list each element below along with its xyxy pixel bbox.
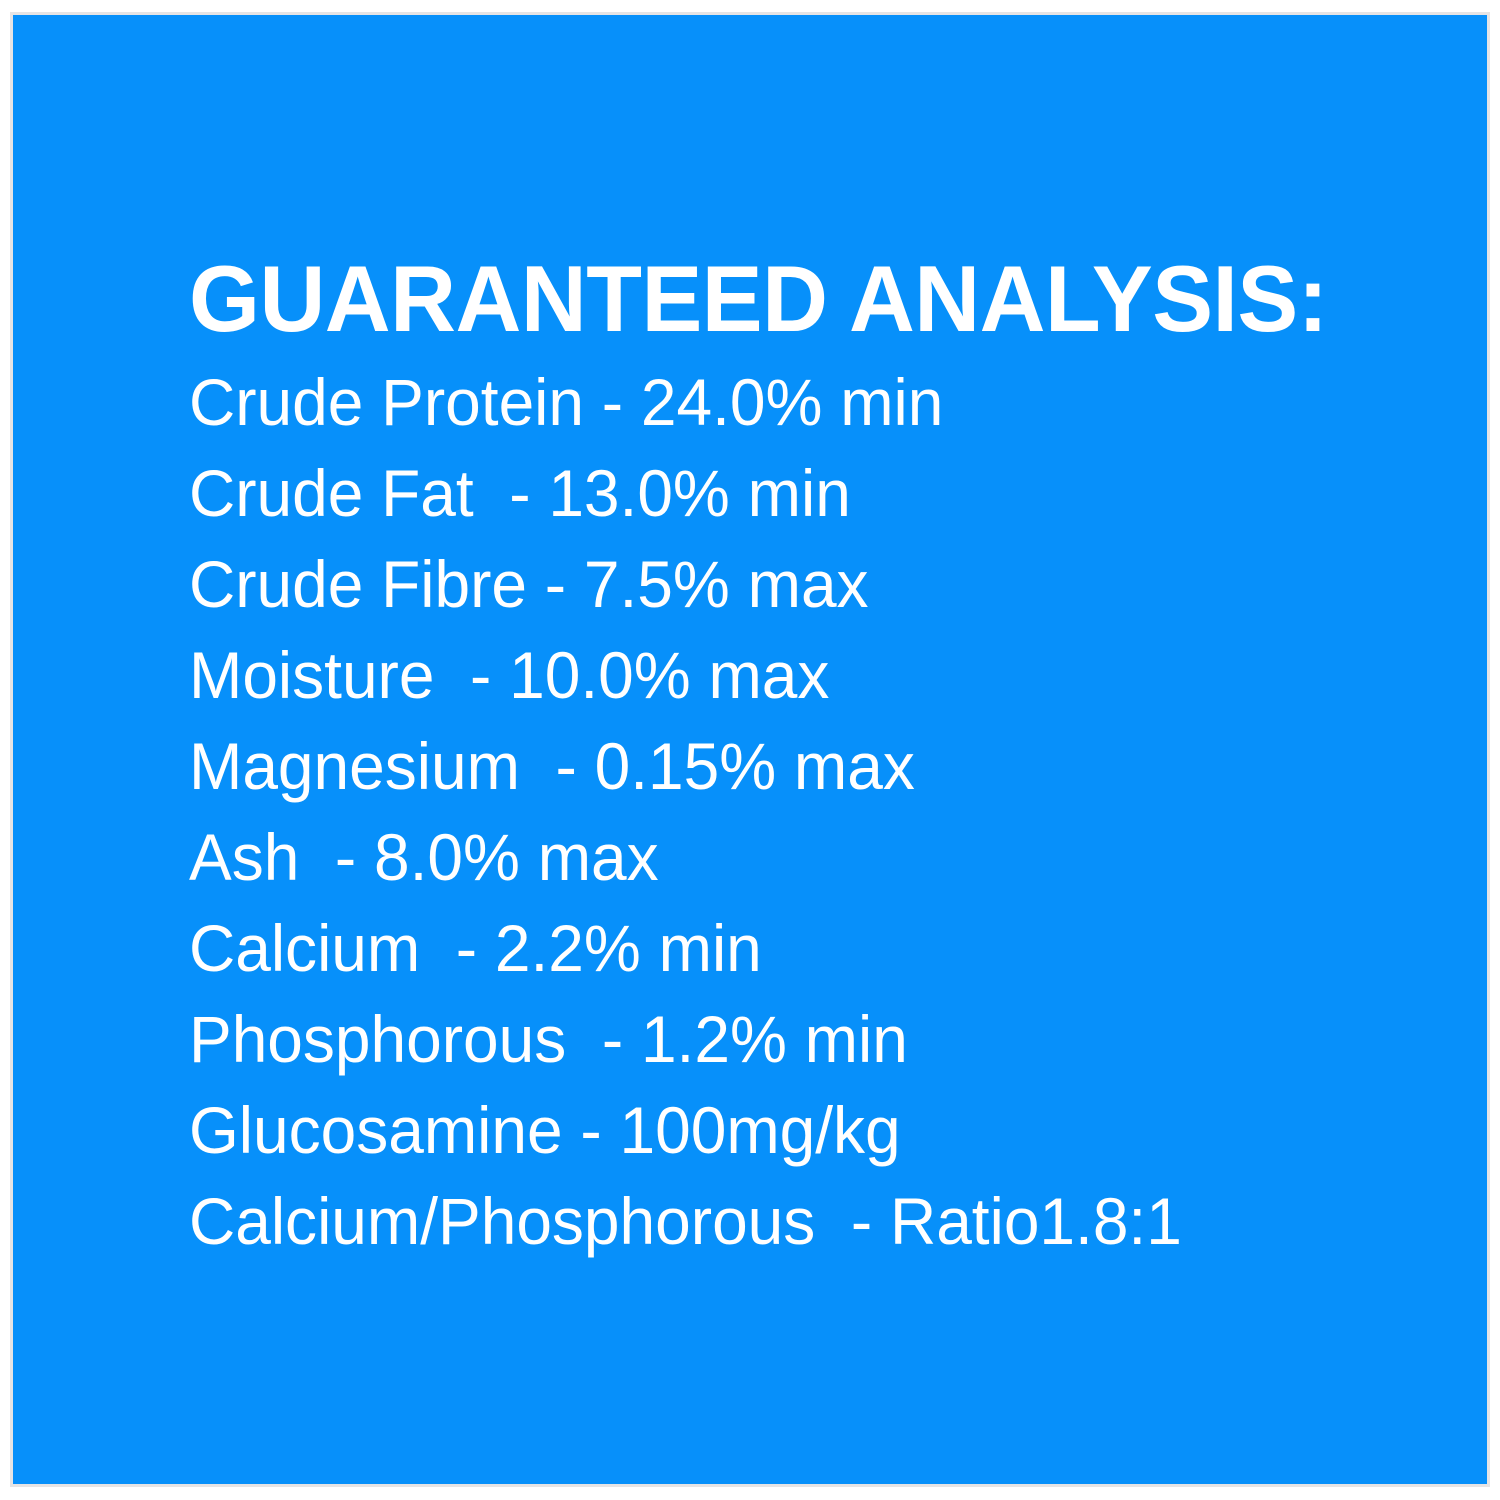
list-item: Calcium/Phosphorous - Ratio1.8:1 (189, 1184, 1182, 1258)
list-item: Crude Fat - 13.0% min (189, 456, 851, 530)
panel-frame: GUARANTEED ANALYSIS: Crude Protein - 24.… (10, 12, 1490, 1487)
blue-panel: GUARANTEED ANALYSIS: Crude Protein - 24.… (13, 15, 1487, 1484)
analysis-list: Crude Protein - 24.0% min Crude Fat - 13… (189, 357, 1369, 1267)
list-item: Ash - 8.0% max (189, 820, 659, 894)
list-item: Crude Protein - 24.0% min (189, 365, 944, 439)
page-title: GUARANTEED ANALYSIS: (189, 246, 1328, 351)
list-item: Phosphorous - 1.2% min (189, 1002, 908, 1076)
list-item: Moisture - 10.0% max (189, 638, 830, 712)
list-item: Magnesium - 0.15% max (189, 729, 915, 803)
list-item: Calcium - 2.2% min (189, 911, 762, 985)
list-item: Crude Fibre - 7.5% max (189, 547, 869, 621)
analysis-block: GUARANTEED ANALYSIS: Crude Protein - 24.… (189, 247, 1369, 1267)
list-item: Glucosamine - 100mg/kg (189, 1093, 901, 1167)
